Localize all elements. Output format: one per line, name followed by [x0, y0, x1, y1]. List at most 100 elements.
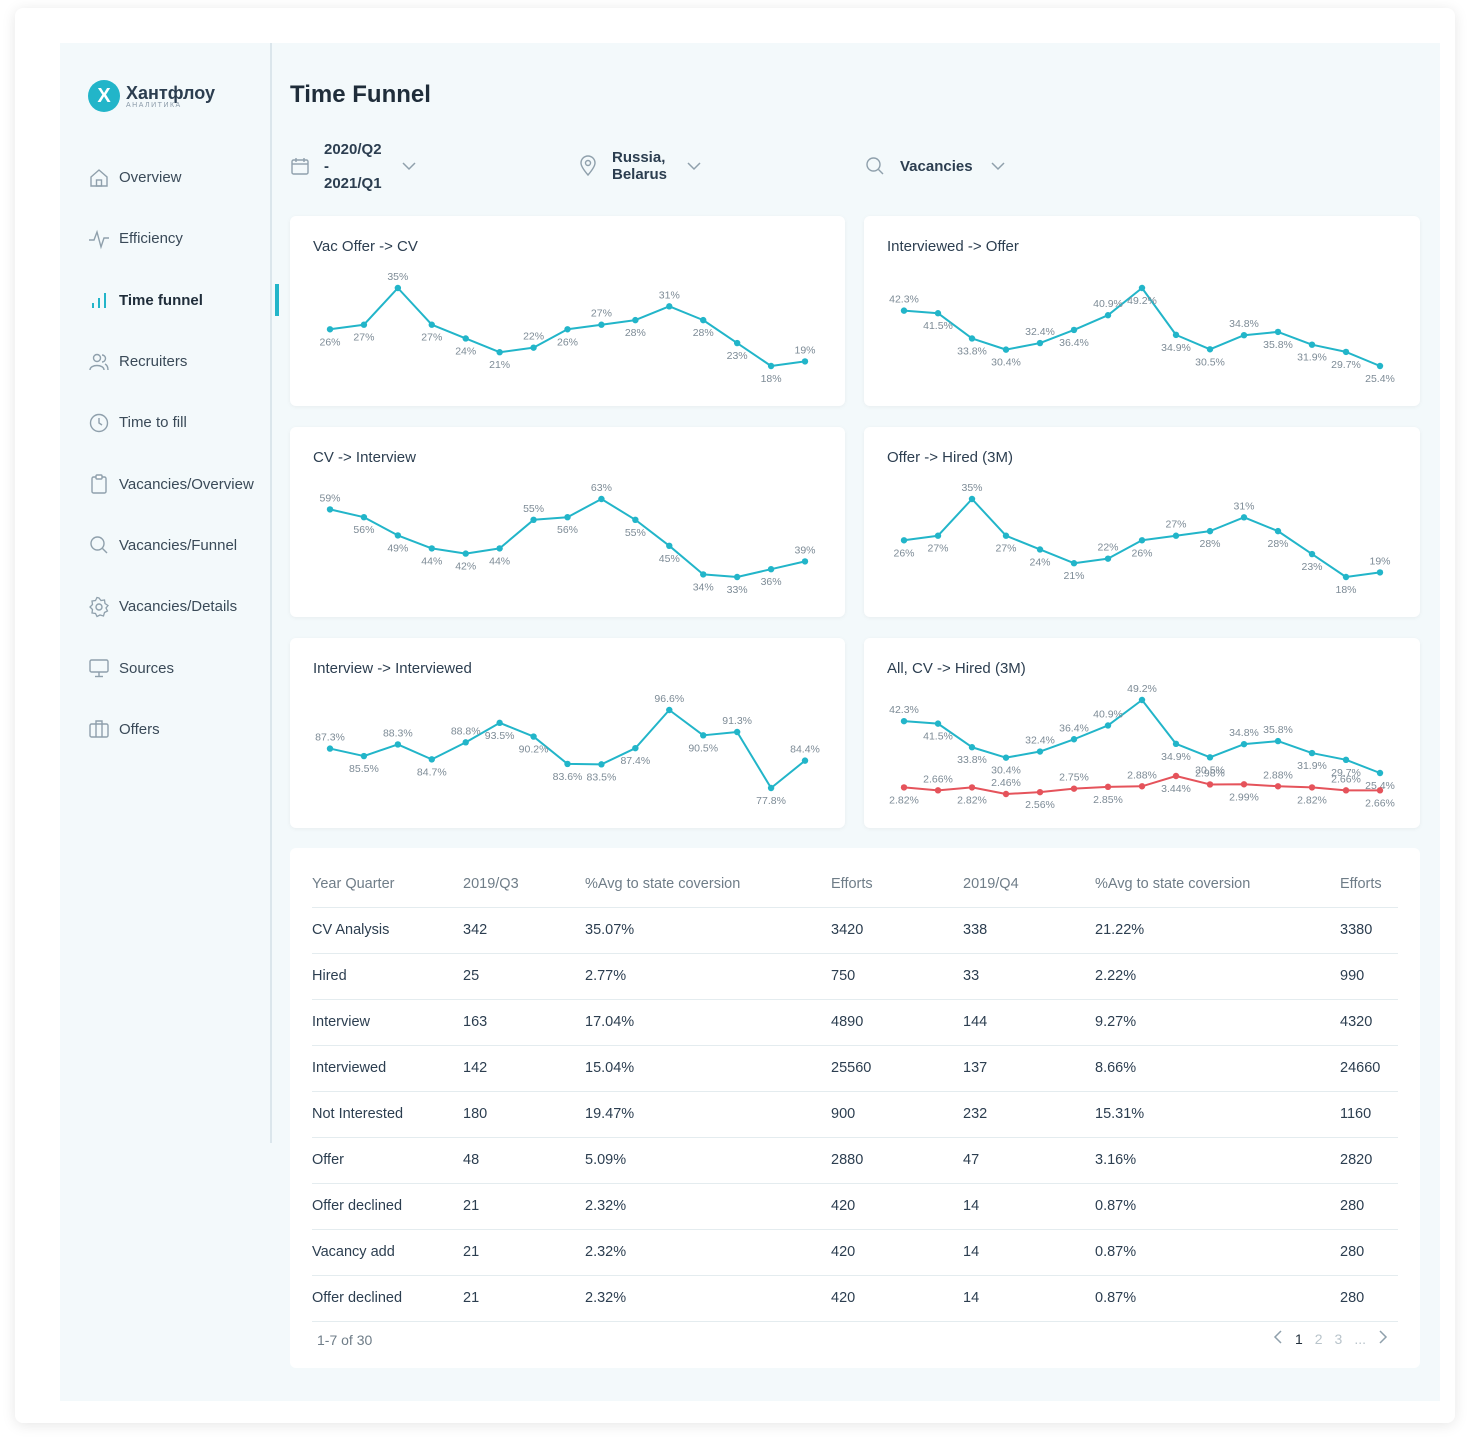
- data-point[interactable]: [1206, 346, 1214, 353]
- data-point[interactable]: [1172, 331, 1180, 339]
- data-point[interactable]: [530, 733, 537, 740]
- data-point[interactable]: [428, 545, 435, 552]
- column-header[interactable]: 2019/Q4: [963, 861, 1095, 908]
- table-row[interactable]: Not Interested 180 19.47% 900 232 15.31% 1160: [312, 1091, 1398, 1138]
- data-point[interactable]: [1274, 328, 1282, 336]
- data-point[interactable]: [1036, 546, 1044, 553]
- data-point[interactable]: [496, 719, 503, 727]
- data-point[interactable]: [428, 756, 435, 763]
- data-point[interactable]: [700, 316, 707, 324]
- data-point[interactable]: [1376, 569, 1384, 576]
- data-point[interactable]: [934, 532, 942, 539]
- data-point[interactable]: [1104, 312, 1112, 319]
- data-point[interactable]: [598, 761, 605, 768]
- data-point[interactable]: [733, 339, 741, 347]
- data-point[interactable]: [326, 745, 334, 752]
- data-point[interactable]: [1308, 749, 1316, 757]
- table-row[interactable]: Offer declined 21 2.32% 420 14 0.87% 280: [312, 1275, 1398, 1322]
- data-point[interactable]: [1206, 527, 1214, 535]
- data-point[interactable]: [968, 495, 976, 503]
- data-point[interactable]: [632, 744, 639, 752]
- data-point[interactable]: [1002, 346, 1010, 353]
- data-point[interactable]: [1274, 527, 1282, 535]
- data-point[interactable]: [394, 532, 402, 539]
- data-point[interactable]: [326, 326, 334, 333]
- data-point[interactable]: [598, 495, 605, 503]
- table-row[interactable]: Offer 48 5.09% 2880 47 3.16% 2820: [312, 1137, 1398, 1184]
- data-point[interactable]: [1138, 696, 1146, 704]
- data-point[interactable]: [1376, 362, 1384, 370]
- page-number[interactable]: 2: [1314, 1330, 1323, 1347]
- data-point[interactable]: [1138, 783, 1146, 790]
- data-point[interactable]: [1342, 756, 1350, 764]
- data-point[interactable]: [1274, 783, 1282, 790]
- data-point[interactable]: [1104, 783, 1112, 791]
- data-point[interactable]: [900, 307, 908, 314]
- data-point[interactable]: [1342, 787, 1350, 794]
- data-point[interactable]: [900, 717, 908, 725]
- data-point[interactable]: [900, 537, 908, 544]
- column-header[interactable]: Efforts: [1340, 861, 1398, 908]
- data-point[interactable]: [1376, 769, 1384, 777]
- data-point[interactable]: [1206, 781, 1214, 788]
- sidebar-item-time-funnel[interactable]: Time funnel: [88, 270, 279, 331]
- data-point[interactable]: [1308, 550, 1316, 558]
- data-point[interactable]: [1376, 787, 1384, 794]
- sidebar-item-vacancies-funnel[interactable]: Vacancies/Funnel: [88, 515, 274, 576]
- data-point[interactable]: [733, 573, 741, 581]
- data-point[interactable]: [934, 787, 942, 794]
- next-page-icon[interactable]: [1378, 1330, 1388, 1347]
- table-row[interactable]: Interviewed 142 15.04% 25560 137 8.66% 24660: [312, 1045, 1398, 1092]
- data-point[interactable]: [530, 344, 537, 351]
- data-point[interactable]: [428, 321, 435, 328]
- table-row[interactable]: Hired 25 2.77% 750 33 2.22% 990: [312, 953, 1398, 1000]
- sidebar-item-sources[interactable]: Sources: [88, 637, 274, 698]
- data-point[interactable]: [564, 760, 571, 768]
- table-row[interactable]: Interview 163 17.04% 4890 144 9.27% 4320: [312, 999, 1398, 1046]
- data-point[interactable]: [1172, 740, 1180, 748]
- data-point[interactable]: [1206, 754, 1214, 761]
- data-point[interactable]: [1240, 740, 1248, 748]
- data-point[interactable]: [462, 739, 469, 746]
- table-row[interactable]: Vacancy add 21 2.32% 420 14 0.87% 280: [312, 1229, 1398, 1276]
- data-point[interactable]: [900, 784, 908, 791]
- data-point[interactable]: [462, 335, 469, 342]
- data-point[interactable]: [1036, 748, 1044, 755]
- column-header[interactable]: %Avg to state coversion: [585, 861, 831, 908]
- data-point[interactable]: [326, 506, 334, 513]
- data-point[interactable]: [1240, 781, 1248, 788]
- data-point[interactable]: [1070, 560, 1078, 567]
- data-point[interactable]: [968, 784, 976, 791]
- data-point[interactable]: [1308, 784, 1316, 791]
- data-point[interactable]: [496, 545, 503, 552]
- data-point[interactable]: [360, 752, 368, 760]
- data-point[interactable]: [1240, 514, 1248, 521]
- sidebar-item-offers[interactable]: Offers: [88, 699, 274, 760]
- table-row[interactable]: CV Analysis 342 35.07% 3420 338 21.22% 3380: [312, 907, 1398, 954]
- data-point[interactable]: [801, 757, 809, 764]
- period-filter[interactable]: 2020/Q2 - 2021/Q1: [290, 141, 416, 192]
- data-point[interactable]: [1274, 737, 1282, 745]
- data-point[interactable]: [360, 321, 368, 328]
- data-point[interactable]: [496, 349, 503, 356]
- column-header[interactable]: Year Quarter: [312, 861, 463, 908]
- data-point[interactable]: [1342, 348, 1350, 356]
- sidebar-item-vacancies-details[interactable]: Vacancies/Details: [88, 576, 274, 637]
- data-point[interactable]: [394, 284, 402, 292]
- data-point[interactable]: [934, 310, 942, 317]
- data-point[interactable]: [1138, 284, 1146, 292]
- sidebar-item-overview[interactable]: Overview: [88, 147, 274, 208]
- data-point[interactable]: [598, 321, 605, 328]
- data-point[interactable]: [666, 303, 673, 310]
- data-point[interactable]: [1036, 339, 1044, 347]
- data-point[interactable]: [968, 744, 976, 751]
- sidebar-item-time-to-fill[interactable]: Time to fill: [88, 392, 274, 453]
- data-point[interactable]: [767, 784, 775, 792]
- data-point[interactable]: [1240, 331, 1248, 339]
- data-point[interactable]: [1002, 754, 1010, 761]
- data-point[interactable]: [360, 514, 368, 521]
- data-point[interactable]: [1308, 341, 1316, 348]
- data-point[interactable]: [530, 516, 537, 523]
- sidebar-item-vacancies-overview[interactable]: Vacancies/Overview: [88, 453, 274, 514]
- data-point[interactable]: [733, 728, 741, 736]
